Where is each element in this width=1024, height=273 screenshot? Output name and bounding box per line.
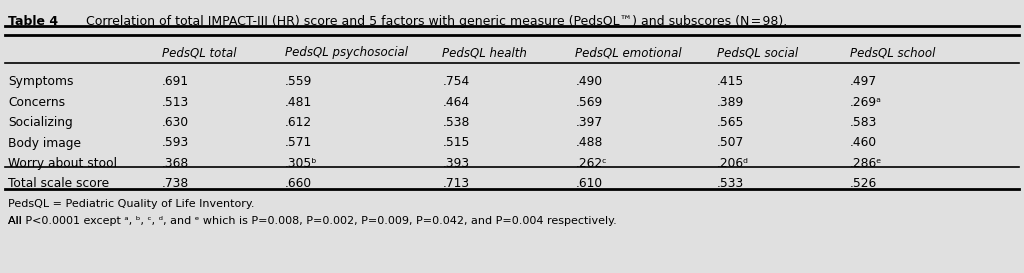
Text: Worry about stool: Worry about stool (8, 157, 117, 170)
Text: Correlation of total IMPACT-III (HR) score and 5 factors with generic measure (P: Correlation of total IMPACT-III (HR) sco… (70, 15, 786, 28)
Text: .565: .565 (717, 116, 744, 129)
Text: .397: .397 (575, 116, 602, 129)
Text: .691: .691 (162, 75, 188, 88)
Text: .526: .526 (850, 177, 878, 191)
Text: .713: .713 (442, 177, 469, 191)
Text: .559: .559 (285, 75, 312, 88)
Text: .262ᶜ: .262ᶜ (575, 157, 607, 170)
Text: .507: .507 (717, 136, 744, 150)
Text: Concerns: Concerns (8, 96, 66, 109)
Text: Socializing: Socializing (8, 116, 73, 129)
Text: .610: .610 (575, 177, 602, 191)
Text: PedsQL = Pediatric Quality of Life Inventory.: PedsQL = Pediatric Quality of Life Inven… (8, 199, 255, 209)
Text: PedsQL social: PedsQL social (717, 46, 798, 60)
Text: Symptoms: Symptoms (8, 75, 74, 88)
Text: .738: .738 (162, 177, 189, 191)
Text: .481: .481 (285, 96, 312, 109)
Text: .368: .368 (162, 157, 189, 170)
Text: .269ᵃ: .269ᵃ (850, 96, 882, 109)
Text: PedsQL total: PedsQL total (162, 46, 237, 60)
Text: .612: .612 (285, 116, 311, 129)
Text: PedsQL emotional: PedsQL emotional (575, 46, 682, 60)
Text: .460: .460 (850, 136, 877, 150)
Text: .490: .490 (575, 75, 602, 88)
Text: All: All (8, 216, 26, 226)
Text: PedsQL psychosocial: PedsQL psychosocial (285, 46, 408, 60)
Text: .393: .393 (442, 157, 469, 170)
Text: .538: .538 (442, 116, 470, 129)
Text: .630: .630 (162, 116, 188, 129)
Text: Table 4: Table 4 (8, 15, 58, 28)
Text: Body image: Body image (8, 136, 81, 150)
Text: .754: .754 (442, 75, 470, 88)
Text: PedsQL school: PedsQL school (850, 46, 935, 60)
Text: .415: .415 (717, 75, 744, 88)
Text: .660: .660 (285, 177, 311, 191)
Text: .464: .464 (442, 96, 469, 109)
Text: .571: .571 (285, 136, 312, 150)
Text: .583: .583 (850, 116, 878, 129)
Text: .206ᵈ: .206ᵈ (717, 157, 749, 170)
Text: .533: .533 (717, 177, 744, 191)
Text: All P<0.0001 except ᵃ, ᵇ, ᶜ, ᵈ, and ᵉ which is P=0.008, P=0.002, P=0.009, P=0.04: All P<0.0001 except ᵃ, ᵇ, ᶜ, ᵈ, and ᵉ wh… (8, 216, 616, 226)
Text: .488: .488 (575, 136, 603, 150)
Text: .286ᵉ: .286ᵉ (850, 157, 883, 170)
Text: .497: .497 (850, 75, 877, 88)
Text: .593: .593 (162, 136, 189, 150)
Text: .515: .515 (442, 136, 470, 150)
Text: .569: .569 (575, 96, 603, 109)
Text: .513: .513 (162, 96, 189, 109)
Text: .305ᵇ: .305ᵇ (285, 157, 317, 170)
Text: PedsQL health: PedsQL health (442, 46, 527, 60)
Text: .389: .389 (717, 96, 744, 109)
Text: Total scale score: Total scale score (8, 177, 110, 191)
